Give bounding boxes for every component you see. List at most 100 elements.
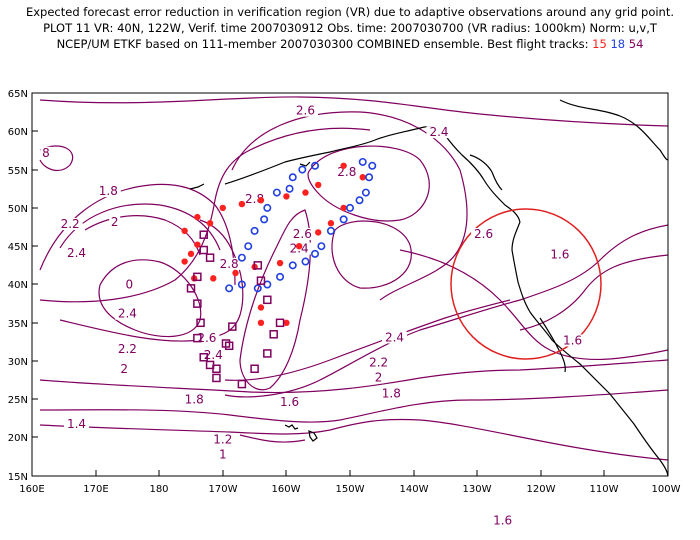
contour-labels: 2.62.42.82.82.62.42.61.61.822.22.42.42.2…: [40, 104, 586, 527]
track-18-point: [311, 161, 320, 170]
track-15-point: [238, 200, 246, 208]
y-tick-marks: [32, 130, 38, 438]
contour-label-bg: [216, 257, 242, 270]
contour-label-bg: [64, 247, 90, 260]
contour-label-bg: [366, 356, 392, 369]
coastline-canada-islands: [469, 154, 503, 191]
contour-line: [224, 299, 521, 398]
track-18-point: [298, 165, 307, 174]
contour-value-label: 2: [111, 215, 119, 229]
contour-line: [307, 145, 430, 222]
track-54-point: [193, 333, 202, 343]
y-tick-label: 25N: [8, 395, 28, 406]
track-54-point: [269, 330, 278, 339]
track-18-point: [361, 188, 370, 197]
contour-label-bg: [114, 307, 140, 320]
track-15-point: [257, 197, 265, 204]
y-tick-label: 60N: [8, 127, 28, 138]
track-15-point: [194, 241, 201, 248]
track-18-point: [326, 226, 335, 235]
track-18-point: [339, 215, 348, 224]
island-aleutian: [189, 183, 205, 190]
x-tick-label: 160W: [272, 484, 301, 495]
contour-value-label: 2.8: [337, 165, 356, 179]
track-15-point: [315, 229, 322, 236]
track-54-point: [212, 373, 221, 383]
contour-value-label: 1.8: [185, 392, 204, 406]
track-18-point: [288, 173, 297, 182]
contour-line: [39, 359, 668, 394]
track-18-point: [237, 253, 246, 262]
contour-value-label: 2.6: [296, 104, 315, 118]
contour-line: [39, 96, 668, 127]
y-tick-label: 20N: [8, 433, 28, 444]
contour-label-bg: [277, 395, 303, 408]
contour-label-bg: [64, 417, 90, 430]
contour-value-label: 2.2: [118, 342, 137, 356]
contour-value-label: 2.8: [220, 257, 239, 271]
coastline-canada-north: [559, 99, 668, 161]
contour-line: [399, 249, 668, 361]
contour-value-label: 2.2: [369, 356, 388, 370]
contour-value-label: 1.6: [550, 248, 569, 262]
x-tick-label: 110W: [590, 484, 619, 495]
y-tick-label: 55N: [8, 166, 28, 177]
contour-value-label: 1.4: [67, 417, 86, 431]
y-tick-label: 65N: [8, 89, 28, 100]
track-54-point: [263, 349, 272, 358]
track-54-point: [193, 299, 202, 308]
contour-value-label: 2.4: [67, 246, 86, 260]
coastline-west-us: [511, 221, 668, 476]
track-15-point: [232, 269, 239, 277]
contour-label-bg: [426, 126, 452, 139]
track-54-point: [199, 245, 208, 255]
track-54-points: [186, 230, 285, 389]
track-18-point: [276, 272, 285, 281]
x-tick-label: 120W: [527, 484, 556, 495]
track-15-points: [181, 162, 366, 326]
x-tick-label: 130W: [463, 484, 492, 495]
coastline-baja: [539, 317, 566, 373]
track-18-point: [253, 284, 262, 293]
track-54-point: [186, 284, 196, 293]
track-18-point: [244, 242, 253, 251]
contour-value-label: 1.6: [563, 333, 582, 347]
y-tick-label: 15N: [8, 472, 28, 483]
contour-value-label: 2: [375, 370, 383, 384]
contour-value-label: 8: [42, 146, 50, 160]
x-tick-label: 140W: [400, 484, 429, 495]
track-54-point: [205, 253, 215, 262]
contour-label-bg: [471, 228, 497, 241]
x-tick-label: 160E: [19, 484, 44, 495]
track-15-point: [276, 259, 284, 267]
verification-circle-group: [450, 208, 602, 360]
track-18-point: [317, 242, 326, 251]
track-15-point: [340, 204, 347, 212]
contour-line: [39, 127, 371, 303]
track-15-point: [359, 174, 366, 181]
track-54-point: [263, 295, 272, 305]
contour-line: [224, 299, 511, 381]
contour-label-bg: [378, 387, 404, 400]
contour-label-bg: [547, 248, 573, 261]
track-18-label: 18: [610, 37, 626, 51]
track-18-points: [225, 157, 377, 293]
contour-label-bg: [57, 218, 83, 231]
x-tick-label: 180: [149, 484, 168, 495]
contour-label-bg: [123, 278, 135, 291]
y-tick-label: 35N: [8, 319, 28, 330]
track-15-point: [194, 213, 201, 221]
track-54-point: [212, 364, 221, 374]
track-18-point: [368, 161, 377, 170]
contour-value-label: 2.2: [61, 217, 80, 231]
title-line-1: Expected forecast error reduction in ver…: [25, 5, 675, 19]
x-tick-label: 150W: [336, 484, 365, 495]
track-18-point: [260, 215, 269, 224]
contour-label-bg: [292, 104, 318, 117]
island-hawaii: [284, 424, 299, 430]
track-18-point: [365, 173, 374, 182]
contour-label-bg: [382, 331, 408, 344]
x-tick-marks: [95, 470, 605, 476]
contour-line: [84, 215, 201, 256]
contour-label-bg: [95, 185, 121, 198]
